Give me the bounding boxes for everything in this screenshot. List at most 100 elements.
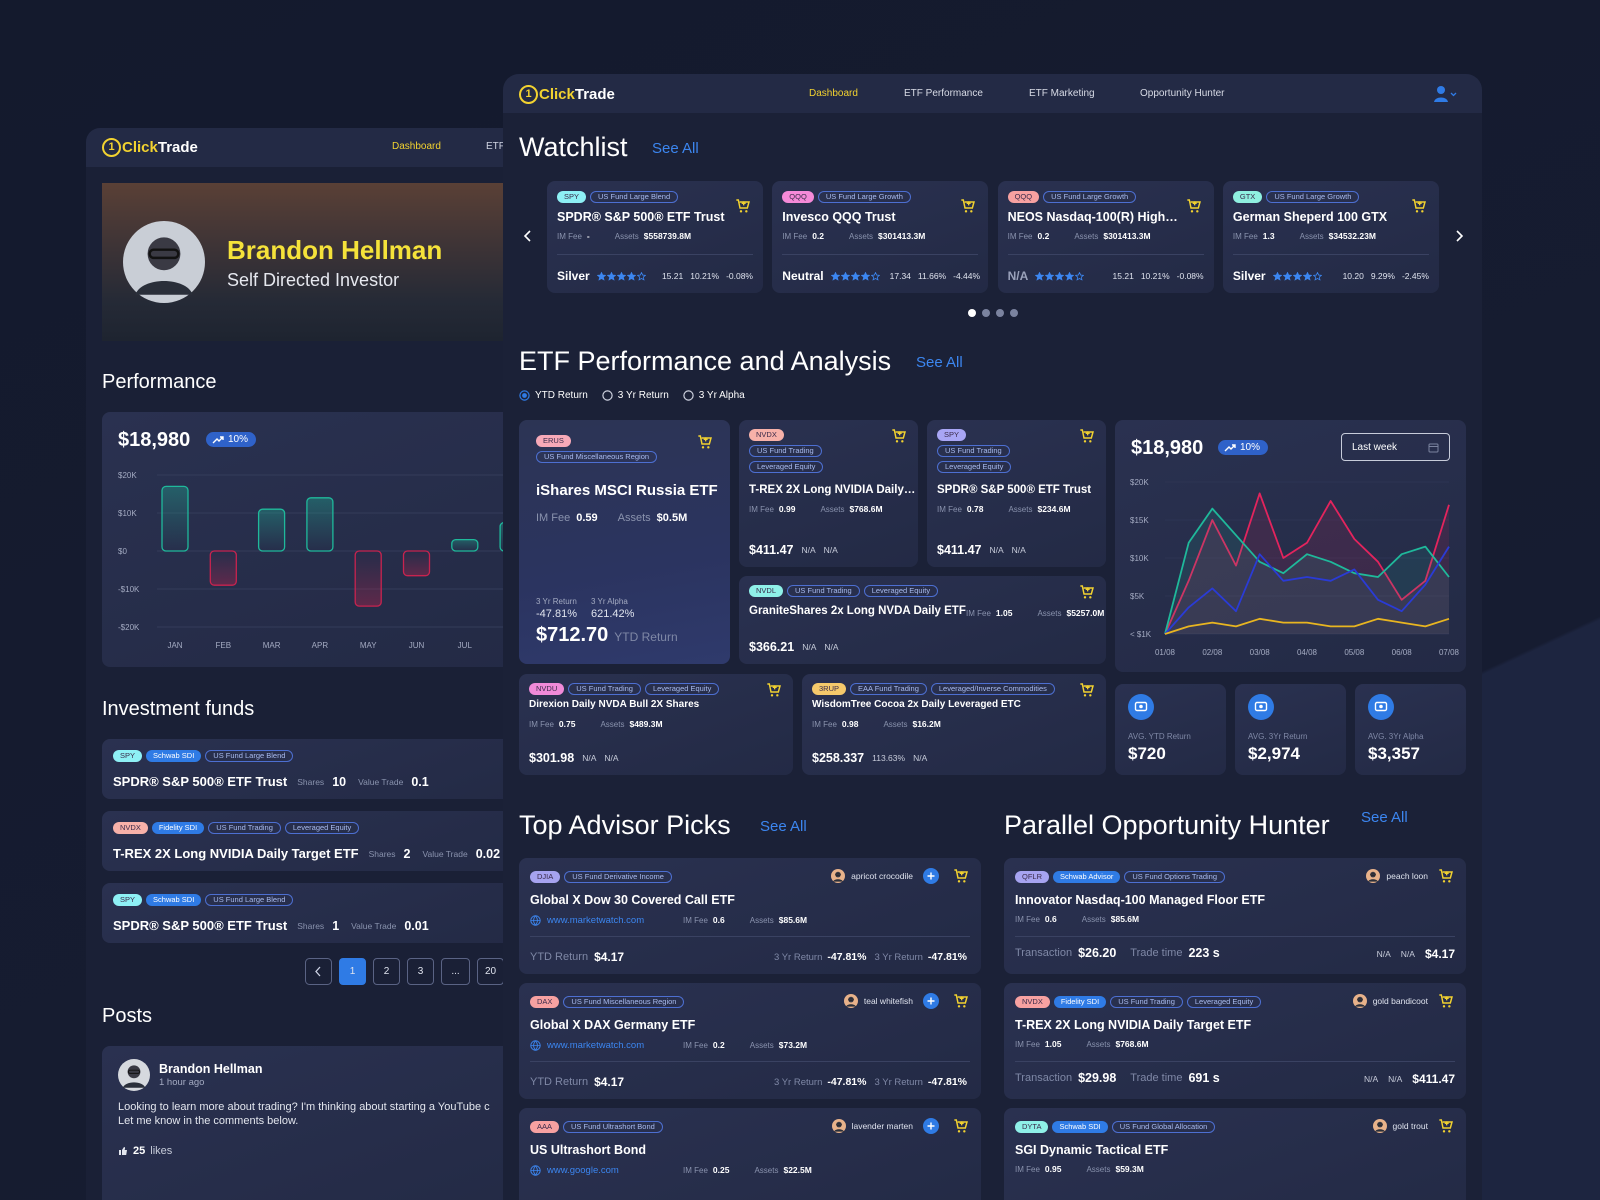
cart-button-part [1080, 429, 1094, 443]
nav-link[interactable]: Opportunity Hunter [1140, 88, 1225, 99]
return-label: 3 Yr Return [773, 951, 823, 963]
x-tick-label: 04/08 [1297, 648, 1318, 657]
nav-link[interactable]: Dashboard [392, 141, 441, 152]
ytd-row: YTD Return $4.17 [530, 950, 624, 964]
stats-row: N/A N/A $4.17 [1377, 947, 1455, 961]
pagination: 1 2 3... 20 [305, 958, 504, 985]
calendar-icon [1428, 442, 1439, 453]
tag-chip: US Fund Trading [787, 585, 860, 597]
carousel-prev[interactable] [522, 229, 534, 243]
fee-row: IM Fee - Assets $558739.8M [557, 231, 691, 241]
cart-button[interactable] [960, 198, 976, 214]
fund-name: WisdomTree Cocoa 2x Daily Leveraged ETC [812, 699, 1021, 710]
page-button[interactable]: 1 [339, 958, 366, 985]
user-name: peach loon [1386, 871, 1428, 881]
ticker-chip: QFLR [1015, 871, 1050, 883]
see-all[interactable]: See All [1361, 809, 1408, 826]
nav-link[interactable]: ETF Performance [904, 88, 983, 99]
cart-button[interactable] [1079, 584, 1095, 600]
carousel-next[interactable] [1453, 229, 1465, 243]
tag-row: QQQ US Fund Large Growth [1007, 191, 1137, 203]
fund-name: SGI Dynamic Tactical ETF [1015, 1143, 1169, 1157]
fund-row: SPDR® S&P 500® ETF Trust Shares 10 Value Tr… [113, 774, 429, 789]
stat-label: AVG. 3Yr Alpha [1368, 732, 1424, 741]
fund-name: US Ultrashort Bond [530, 1143, 646, 1157]
ytd-value: $4.17 [594, 1075, 625, 1089]
ticker-chip: AAA [530, 1121, 560, 1133]
cart-button-part [901, 440, 904, 443]
cart-button[interactable] [953, 993, 969, 1009]
link[interactable]: www.marketwatch.com [547, 915, 645, 926]
cart-button[interactable] [1438, 868, 1454, 884]
cart-button[interactable] [1438, 993, 1454, 1009]
star-part [1075, 271, 1085, 281]
cart-button[interactable] [697, 434, 713, 450]
x-tick-label: 02/08 [1202, 648, 1223, 657]
see-all[interactable]: See All [916, 354, 963, 371]
follow-button[interactable] [923, 993, 939, 1009]
cart-button[interactable] [1438, 1118, 1454, 1134]
radio-option[interactable]: 3 Yr Return [602, 390, 669, 401]
cart-button[interactable] [891, 428, 907, 444]
x-tick-label: 03/08 [1250, 648, 1271, 657]
period-value: Last week [1352, 441, 1398, 453]
star-part [830, 271, 840, 281]
page-button[interactable]: 3 [407, 958, 434, 985]
page-button[interactable]: 2 [373, 958, 400, 985]
radio-option[interactable]: 3 Yr Alpha [683, 390, 745, 401]
prev-page[interactable] [305, 958, 332, 985]
cart-button[interactable] [1411, 198, 1427, 214]
cart-button-part [1089, 694, 1092, 697]
page-button[interactable]: 20 [477, 958, 504, 985]
nav-link[interactable]: Dashboard [809, 88, 858, 99]
ytd-label: YTD Return [530, 1076, 589, 1088]
value-label: Value Trade [358, 776, 404, 787]
cart-button[interactable] [1186, 198, 1202, 214]
likes-label: likes [150, 1145, 173, 1157]
carousel-dot[interactable] [982, 309, 990, 317]
ticker-chip: ERUS [536, 435, 571, 447]
link[interactable]: www.google.com [547, 1165, 619, 1176]
star-part [1055, 271, 1065, 281]
follow-button[interactable] [923, 868, 939, 884]
alpha-value: 621.42% [591, 608, 635, 620]
period-select[interactable]: Last week [1341, 433, 1450, 461]
advisor-card: DAX US Fund Miscellaneous Region teal whit… [519, 983, 981, 1099]
page-button[interactable]: ... [441, 958, 470, 985]
bar [402, 550, 431, 577]
cart-button-part [776, 694, 779, 697]
fee-value: 0.95 [1044, 1164, 1062, 1174]
cart-button[interactable] [953, 1118, 969, 1134]
user-menu-part [1437, 86, 1445, 94]
back-panel: 1 Click Trade Dashboard ETF Brandon Hellman Se… [86, 128, 506, 1200]
see-all[interactable]: See All [760, 818, 807, 835]
cart-button[interactable] [1079, 682, 1095, 698]
nav-link[interactable]: ETF Marketing [1029, 88, 1095, 99]
cart-button-part [1085, 685, 1090, 690]
cart-button[interactable] [766, 682, 782, 698]
carousel-dot[interactable] [968, 309, 976, 317]
trend-icon [1224, 443, 1236, 452]
rating-row: Neutral 17.34 11.66% -4.44% [782, 269, 980, 283]
cart-button-part [1080, 429, 1094, 439]
carousel-dot[interactable] [996, 309, 1004, 317]
tag-row: NVDX Fidelity SDI US Fund Trading Leveraged… [113, 822, 360, 834]
tag-chip: US Fund Large Blend [205, 894, 294, 906]
avatar-part [1372, 1119, 1387, 1133]
profile-role: Self Directed Investor [227, 270, 400, 290]
link[interactable]: www.marketwatch.com [547, 1040, 645, 1051]
cart-button-part [961, 199, 976, 213]
carousel-dot[interactable] [1010, 309, 1018, 317]
user-menu[interactable] [1433, 85, 1459, 103]
follow-button[interactable] [923, 1118, 939, 1134]
like-icon-part [119, 1147, 127, 1155]
user-name: teal whitefish [863, 996, 913, 1006]
nav-link[interactable]: ETF [486, 141, 505, 152]
cart-button[interactable] [1079, 428, 1095, 444]
radio-option[interactable]: YTD Return [519, 390, 588, 401]
cart-button[interactable] [735, 198, 751, 214]
cart-button[interactable] [953, 868, 969, 884]
tag-row: NVDX Fidelity SDI US Fund Trading Leveraged… [1015, 996, 1262, 1008]
cart-button-part [895, 440, 899, 443]
see-all[interactable]: See All [652, 140, 699, 157]
